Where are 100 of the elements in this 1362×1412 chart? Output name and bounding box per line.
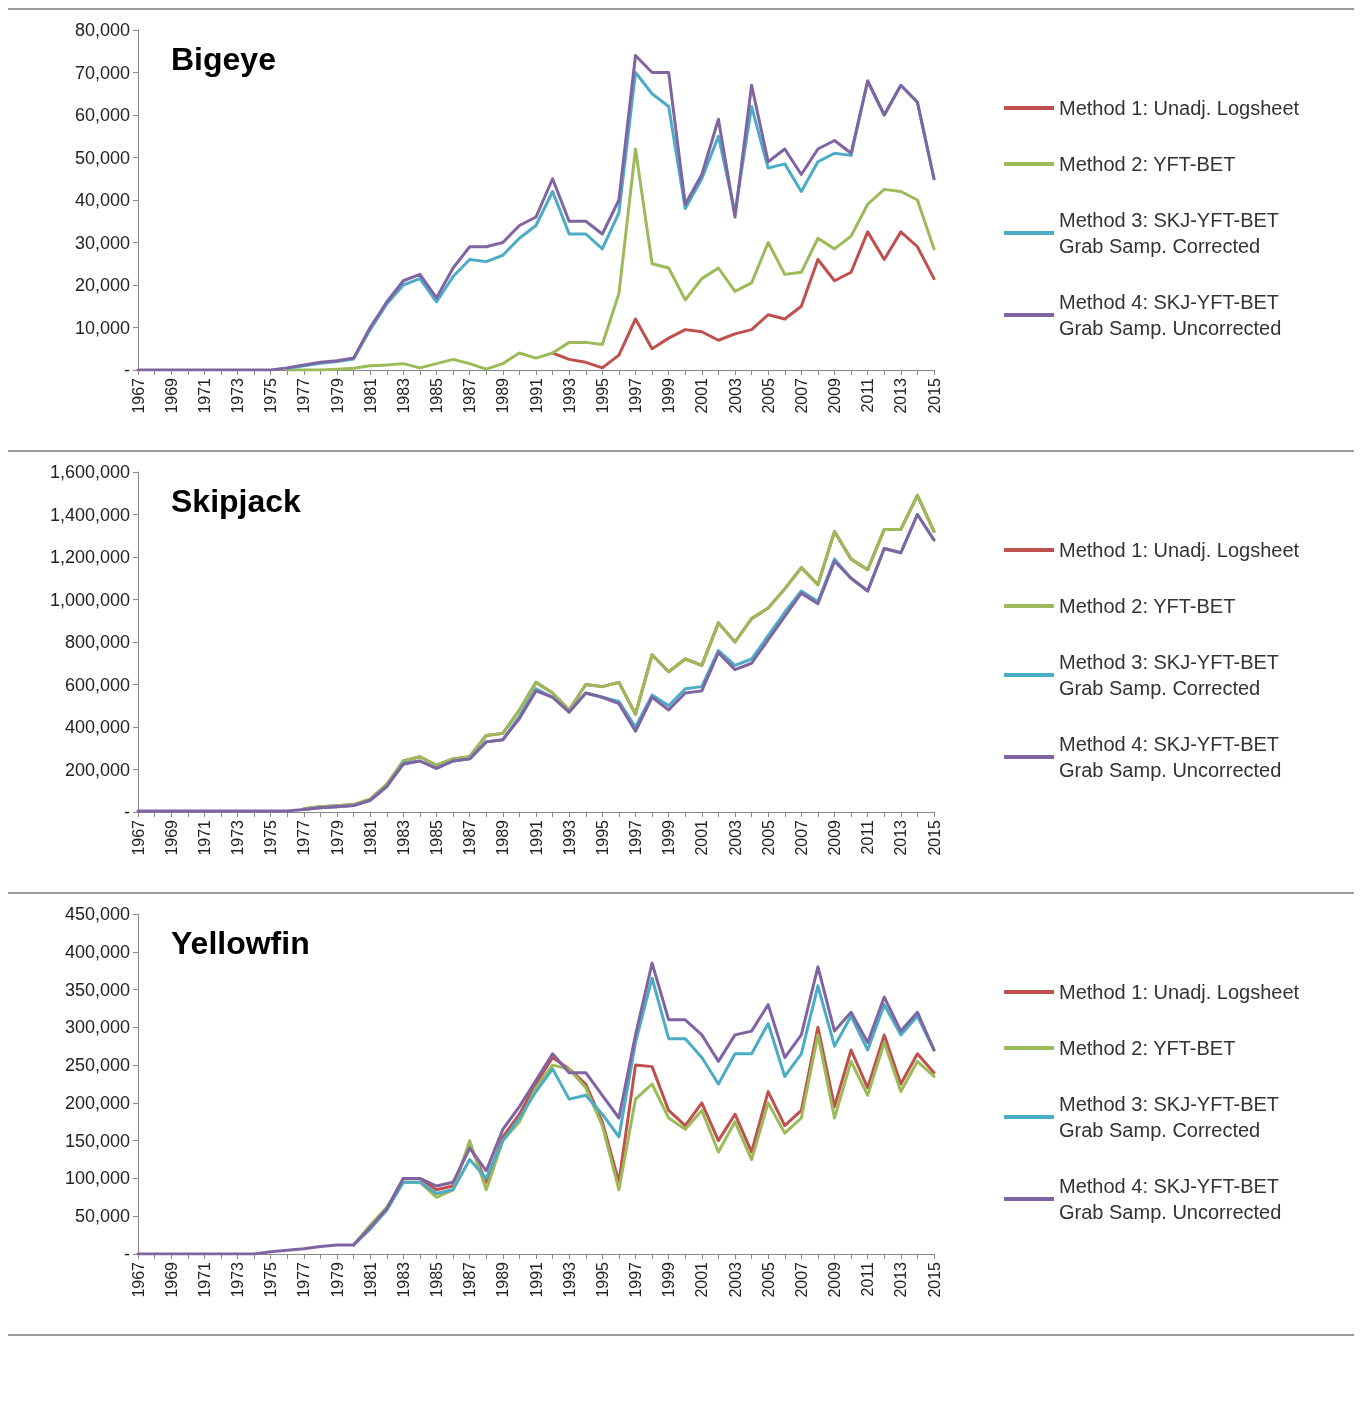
y-tick-label: 150,000 (64, 1130, 130, 1151)
x-tick-label: 2011 (859, 819, 877, 855)
y-tick-label: 1,400,000 (49, 504, 130, 525)
x-tick-label: 1977 (295, 1261, 313, 1298)
x-tick-label: 2007 (792, 1261, 810, 1298)
y-tick-label: 300,000 (64, 1017, 130, 1038)
x-tick-label: 1969 (162, 1261, 180, 1298)
x-tick-label: 1985 (428, 1261, 445, 1298)
chart-title: Bigeye (171, 41, 276, 77)
legend-label: Method 1: Unadj. Logsheet (1059, 981, 1300, 1003)
y-tick-label: 800,000 (64, 632, 130, 652)
x-tick-label: 2015 (925, 819, 943, 856)
y-tick-label: 600,000 (64, 674, 130, 695)
x-tick-label: 1969 (162, 819, 180, 856)
x-tick-label: 1973 (229, 377, 246, 414)
y-tick-label: 80,000 (74, 20, 130, 40)
x-tick-label: 1979 (328, 1261, 346, 1298)
x-tick-label: 1977 (295, 377, 313, 414)
y-tick-label: 10,000 (74, 317, 130, 338)
x-tick-label: 2003 (726, 819, 744, 856)
y-tick-label: 200,000 (64, 759, 130, 780)
x-tick-label: 2013 (892, 819, 910, 856)
legend-label: Method 4: SKJ-YFT-BET Grab Samp. Uncorrected (1059, 1175, 1285, 1223)
y-tick-label: 200,000 (64, 1092, 130, 1113)
y-tick-label: 40,000 (74, 190, 130, 210)
legend-label: Method 2: YFT-BET (1059, 153, 1236, 175)
x-tick-label: 1983 (394, 377, 412, 414)
y-tick-label: 50,000 (74, 147, 130, 168)
x-tick-label: 1979 (328, 377, 346, 414)
chart-title: Yellowfin (171, 925, 310, 961)
y-tick-label: 20,000 (74, 275, 130, 295)
x-tick-label: 1997 (627, 1261, 644, 1298)
x-tick-label: 1977 (295, 819, 313, 856)
y-tick-label: 30,000 (74, 232, 130, 253)
x-tick-label: 1989 (494, 819, 512, 856)
y-tick-label: 1,200,000 (49, 547, 130, 567)
x-tick-label: 1995 (593, 819, 611, 856)
y-tick-label: 70,000 (74, 62, 130, 83)
x-tick-label: 1971 (195, 819, 213, 856)
x-tick-label: 1973 (229, 819, 246, 856)
chart-title: Skipjack (171, 483, 302, 519)
y-tick-label: 400,000 (64, 941, 130, 962)
x-tick-label: 1975 (262, 819, 280, 856)
y-tick-label: 400,000 (64, 717, 130, 737)
x-tick-label: 2015 (925, 1261, 943, 1298)
x-tick-label: 1985 (428, 819, 445, 856)
y-tick-label: 1,000,000 (49, 589, 130, 610)
y-tick-label: 100,000 (64, 1168, 130, 1189)
x-tick-label: 1995 (593, 377, 611, 414)
y-tick-label: 250,000 (64, 1055, 130, 1076)
x-tick-label: 1997 (627, 819, 644, 856)
x-tick-label: 1967 (129, 377, 147, 414)
x-tick-label: 2001 (693, 1261, 711, 1298)
legend-label: Method 4: SKJ-YFT-BET Grab Samp. Uncorrected (1059, 733, 1285, 781)
x-tick-label: 1971 (195, 377, 213, 414)
x-tick-label: 1999 (660, 377, 678, 414)
x-tick-label: 1975 (262, 377, 280, 414)
x-tick-label: 1991 (527, 1261, 545, 1298)
x-tick-label: 1999 (660, 1261, 678, 1298)
legend-label: Method 1: Unadj. Logsheet (1059, 97, 1300, 119)
x-tick-label: 2005 (759, 377, 777, 414)
x-tick-label: 1983 (394, 819, 412, 856)
x-tick-label: 1981 (361, 819, 379, 856)
y-tick-label: - (124, 802, 130, 822)
x-tick-label: 1985 (428, 377, 445, 414)
x-tick-label: 1993 (560, 819, 578, 856)
x-tick-label: 1991 (527, 819, 545, 856)
x-tick-label: 2011 (859, 1261, 877, 1297)
x-tick-label: 1967 (129, 1261, 147, 1298)
x-tick-label: 2007 (792, 819, 810, 856)
x-tick-label: 2015 (925, 377, 943, 414)
x-tick-label: 1987 (461, 377, 479, 414)
legend-label: Method 4: SKJ-YFT-BET Grab Samp. Uncorrected (1059, 291, 1285, 339)
x-tick-label: 1999 (660, 819, 678, 856)
legend-label: Method 2: YFT-BET (1059, 595, 1236, 617)
x-tick-label: 1993 (560, 1261, 578, 1298)
x-tick-label: 2001 (693, 819, 711, 856)
x-tick-label: 2005 (759, 1261, 777, 1298)
x-tick-label: 1987 (461, 819, 479, 856)
x-tick-label: 2013 (892, 1261, 910, 1298)
legend-label: Method 3: SKJ-YFT-BET Grab Samp. Corrected (1059, 209, 1285, 257)
y-tick-label: 350,000 (64, 979, 130, 1000)
x-tick-label: 1993 (560, 377, 578, 414)
x-tick-label: 2013 (892, 377, 910, 414)
y-tick-label: 50,000 (74, 1206, 130, 1227)
x-tick-label: 2009 (826, 1261, 843, 1298)
y-tick-label: - (124, 360, 130, 380)
x-tick-label: 2009 (826, 819, 843, 856)
x-tick-label: 1995 (593, 1261, 611, 1298)
x-tick-label: 2003 (726, 377, 744, 414)
x-tick-label: 1997 (627, 377, 644, 414)
x-tick-label: 2007 (792, 377, 810, 414)
legend-label: Method 3: SKJ-YFT-BET Grab Samp. Corrected (1059, 1093, 1285, 1141)
x-tick-label: 1967 (129, 819, 147, 856)
legend-label: Method 1: Unadj. Logsheet (1059, 539, 1300, 561)
legend-label: Method 3: SKJ-YFT-BET Grab Samp. Corrected (1059, 651, 1285, 699)
x-tick-label: 1981 (361, 1261, 379, 1298)
x-tick-label: 1971 (195, 1261, 213, 1298)
x-tick-label: 2003 (726, 1261, 744, 1298)
y-tick-label: - (124, 1244, 130, 1264)
